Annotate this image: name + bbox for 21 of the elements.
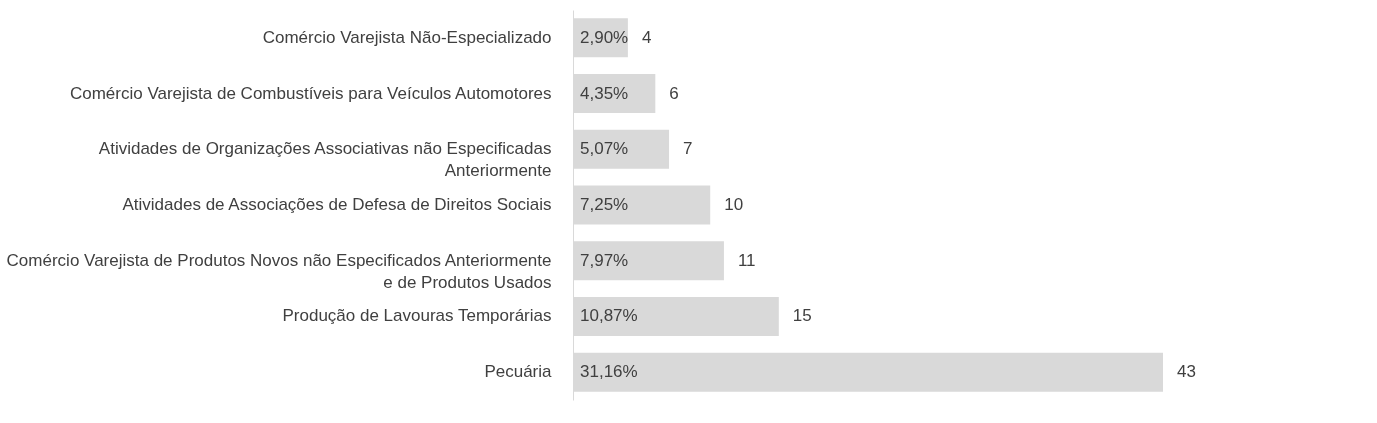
data-label: 11 (737, 250, 756, 270)
y-tick-label: Comércio Varejista Não-Especializado (262, 27, 552, 47)
annotation: 2,90% (580, 27, 629, 47)
y-tick-label: Comércio Varejista de Produtos Novos não Especificados Anteriormente e de Produtos Usados (6, 250, 552, 292)
annotation: 7,25% (580, 195, 629, 214)
annotation: 4,35% (580, 83, 629, 103)
data-label: 15 (792, 306, 812, 326)
annotation: 31,16% (580, 362, 638, 382)
annotation: 7,97% (580, 250, 629, 270)
y-tick-label: Produção de Lavouras Temporárias (282, 306, 552, 326)
data-label: 4 (641, 27, 652, 47)
annotation: 10,87% (580, 306, 638, 326)
data-label: 43 (1177, 362, 1196, 382)
y-tick-label: Atividades de Organizações Associativas não Especificadas Anteriormente (98, 139, 552, 181)
data-label: 7 (683, 139, 693, 159)
annotation: 5,07% (580, 139, 629, 159)
data-label: 6 (669, 83, 679, 103)
y-tick-label: Atividades de Associações de Defesa de Direitos Sociais (122, 195, 552, 214)
y-tick-label: Pecuária (484, 362, 553, 382)
data-label: 10 (724, 195, 744, 214)
y-tick-label: Comércio Varejista de Combustíveis para Veículos Automotores (69, 83, 552, 103)
